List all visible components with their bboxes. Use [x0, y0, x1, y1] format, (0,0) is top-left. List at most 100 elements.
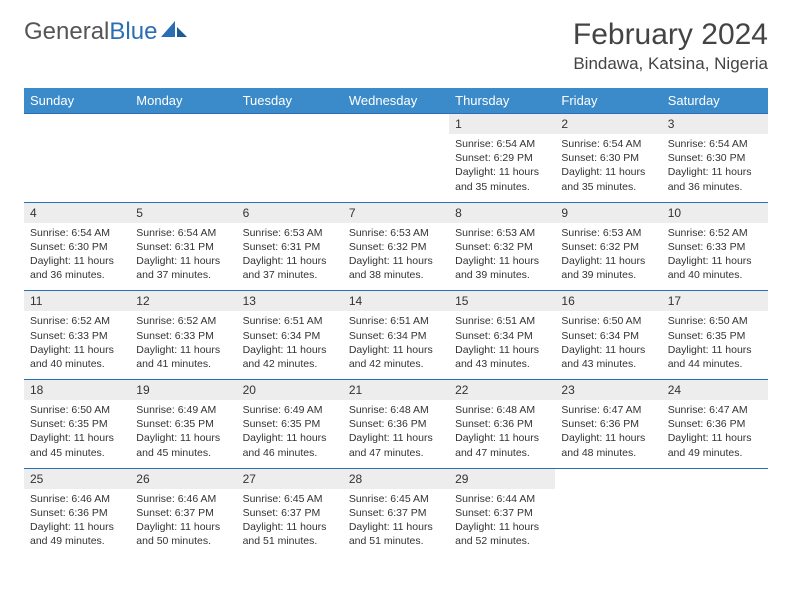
- date-row: 45678910: [24, 202, 768, 223]
- info-cell: Sunrise: 6:49 AMSunset: 6:35 PMDaylight:…: [237, 400, 343, 468]
- data-row: Sunrise: 6:46 AMSunset: 6:36 PMDaylight:…: [24, 489, 768, 557]
- daylight-text: Daylight: 11 hours and 47 minutes.: [349, 431, 443, 459]
- sunrise-text: Sunrise: 6:53 AM: [243, 226, 337, 240]
- info-cell: [24, 134, 130, 202]
- sunset-text: Sunset: 6:36 PM: [349, 417, 443, 431]
- daylight-text: Daylight: 11 hours and 40 minutes.: [668, 254, 762, 282]
- info-cell: Sunrise: 6:48 AMSunset: 6:36 PMDaylight:…: [449, 400, 555, 468]
- daylight-text: Daylight: 11 hours and 51 minutes.: [349, 520, 443, 548]
- day-header: Friday: [555, 88, 661, 114]
- daylight-text: Daylight: 11 hours and 39 minutes.: [455, 254, 549, 282]
- date-cell: 19: [130, 380, 236, 401]
- daylight-text: Daylight: 11 hours and 42 minutes.: [243, 343, 337, 371]
- date-cell: 12: [130, 291, 236, 312]
- day-header-row: SundayMondayTuesdayWednesdayThursdayFrid…: [24, 88, 768, 114]
- date-cell: 20: [237, 380, 343, 401]
- date-cell: [555, 468, 661, 489]
- date-cell: 6: [237, 202, 343, 223]
- date-cell: 4: [24, 202, 130, 223]
- info-cell: Sunrise: 6:51 AMSunset: 6:34 PMDaylight:…: [343, 311, 449, 379]
- sunset-text: Sunset: 6:30 PM: [561, 151, 655, 165]
- sunset-text: Sunset: 6:36 PM: [561, 417, 655, 431]
- sunrise-text: Sunrise: 6:48 AM: [349, 403, 443, 417]
- daylight-text: Daylight: 11 hours and 36 minutes.: [30, 254, 124, 282]
- sunrise-text: Sunrise: 6:52 AM: [136, 314, 230, 328]
- date-cell: 27: [237, 468, 343, 489]
- sunrise-text: Sunrise: 6:46 AM: [136, 492, 230, 506]
- logo-text-blue: Blue: [109, 18, 157, 46]
- sunset-text: Sunset: 6:36 PM: [30, 506, 124, 520]
- title-block: February 2024 Bindawa, Katsina, Nigeria: [573, 18, 768, 74]
- date-cell: 8: [449, 202, 555, 223]
- date-cell: 26: [130, 468, 236, 489]
- date-row: 18192021222324: [24, 380, 768, 401]
- info-cell: Sunrise: 6:47 AMSunset: 6:36 PMDaylight:…: [662, 400, 768, 468]
- data-row: Sunrise: 6:52 AMSunset: 6:33 PMDaylight:…: [24, 311, 768, 379]
- info-cell: Sunrise: 6:50 AMSunset: 6:34 PMDaylight:…: [555, 311, 661, 379]
- info-cell: [130, 134, 236, 202]
- day-header: Wednesday: [343, 88, 449, 114]
- info-cell: Sunrise: 6:46 AMSunset: 6:37 PMDaylight:…: [130, 489, 236, 557]
- sunrise-text: Sunrise: 6:45 AM: [349, 492, 443, 506]
- daylight-text: Daylight: 11 hours and 35 minutes.: [455, 165, 549, 193]
- sunset-text: Sunset: 6:35 PM: [30, 417, 124, 431]
- info-cell: [237, 134, 343, 202]
- sunrise-text: Sunrise: 6:47 AM: [668, 403, 762, 417]
- date-cell: 7: [343, 202, 449, 223]
- info-cell: Sunrise: 6:54 AMSunset: 6:31 PMDaylight:…: [130, 223, 236, 291]
- sunrise-text: Sunrise: 6:50 AM: [30, 403, 124, 417]
- date-cell: 15: [449, 291, 555, 312]
- daylight-text: Daylight: 11 hours and 38 minutes.: [349, 254, 443, 282]
- sunrise-text: Sunrise: 6:50 AM: [668, 314, 762, 328]
- daylight-text: Daylight: 11 hours and 43 minutes.: [455, 343, 549, 371]
- date-row: 123: [24, 114, 768, 135]
- sunset-text: Sunset: 6:35 PM: [243, 417, 337, 431]
- info-cell: Sunrise: 6:48 AMSunset: 6:36 PMDaylight:…: [343, 400, 449, 468]
- sunset-text: Sunset: 6:34 PM: [561, 329, 655, 343]
- sunrise-text: Sunrise: 6:54 AM: [30, 226, 124, 240]
- info-cell: Sunrise: 6:53 AMSunset: 6:31 PMDaylight:…: [237, 223, 343, 291]
- info-cell: Sunrise: 6:52 AMSunset: 6:33 PMDaylight:…: [24, 311, 130, 379]
- daylight-text: Daylight: 11 hours and 37 minutes.: [243, 254, 337, 282]
- logo-text-gray: General: [24, 18, 109, 46]
- info-cell: Sunrise: 6:52 AMSunset: 6:33 PMDaylight:…: [130, 311, 236, 379]
- info-cell: Sunrise: 6:47 AMSunset: 6:36 PMDaylight:…: [555, 400, 661, 468]
- date-cell: 1: [449, 114, 555, 135]
- sunrise-text: Sunrise: 6:54 AM: [668, 137, 762, 151]
- sunset-text: Sunset: 6:30 PM: [30, 240, 124, 254]
- sunset-text: Sunset: 6:33 PM: [668, 240, 762, 254]
- daylight-text: Daylight: 11 hours and 49 minutes.: [30, 520, 124, 548]
- date-cell: 13: [237, 291, 343, 312]
- location-text: Bindawa, Katsina, Nigeria: [573, 54, 768, 74]
- info-cell: Sunrise: 6:46 AMSunset: 6:36 PMDaylight:…: [24, 489, 130, 557]
- sunset-text: Sunset: 6:32 PM: [349, 240, 443, 254]
- sunset-text: Sunset: 6:31 PM: [243, 240, 337, 254]
- info-cell: Sunrise: 6:52 AMSunset: 6:33 PMDaylight:…: [662, 223, 768, 291]
- date-cell: [130, 114, 236, 135]
- info-cell: Sunrise: 6:53 AMSunset: 6:32 PMDaylight:…: [555, 223, 661, 291]
- sunrise-text: Sunrise: 6:52 AM: [30, 314, 124, 328]
- date-cell: [24, 114, 130, 135]
- daylight-text: Daylight: 11 hours and 44 minutes.: [668, 343, 762, 371]
- date-cell: 17: [662, 291, 768, 312]
- daylight-text: Daylight: 11 hours and 42 minutes.: [349, 343, 443, 371]
- sunrise-text: Sunrise: 6:52 AM: [668, 226, 762, 240]
- daylight-text: Daylight: 11 hours and 43 minutes.: [561, 343, 655, 371]
- info-cell: Sunrise: 6:54 AMSunset: 6:30 PMDaylight:…: [24, 223, 130, 291]
- sunset-text: Sunset: 6:37 PM: [136, 506, 230, 520]
- date-cell: 23: [555, 380, 661, 401]
- date-cell: [662, 468, 768, 489]
- day-header: Tuesday: [237, 88, 343, 114]
- info-cell: [662, 489, 768, 557]
- sunrise-text: Sunrise: 6:50 AM: [561, 314, 655, 328]
- sunset-text: Sunset: 6:37 PM: [349, 506, 443, 520]
- date-cell: 2: [555, 114, 661, 135]
- date-row: 11121314151617: [24, 291, 768, 312]
- date-row: 2526272829: [24, 468, 768, 489]
- sunrise-text: Sunrise: 6:54 AM: [561, 137, 655, 151]
- sunrise-text: Sunrise: 6:48 AM: [455, 403, 549, 417]
- date-cell: 24: [662, 380, 768, 401]
- sunset-text: Sunset: 6:34 PM: [349, 329, 443, 343]
- sunrise-text: Sunrise: 6:54 AM: [455, 137, 549, 151]
- sunrise-text: Sunrise: 6:47 AM: [561, 403, 655, 417]
